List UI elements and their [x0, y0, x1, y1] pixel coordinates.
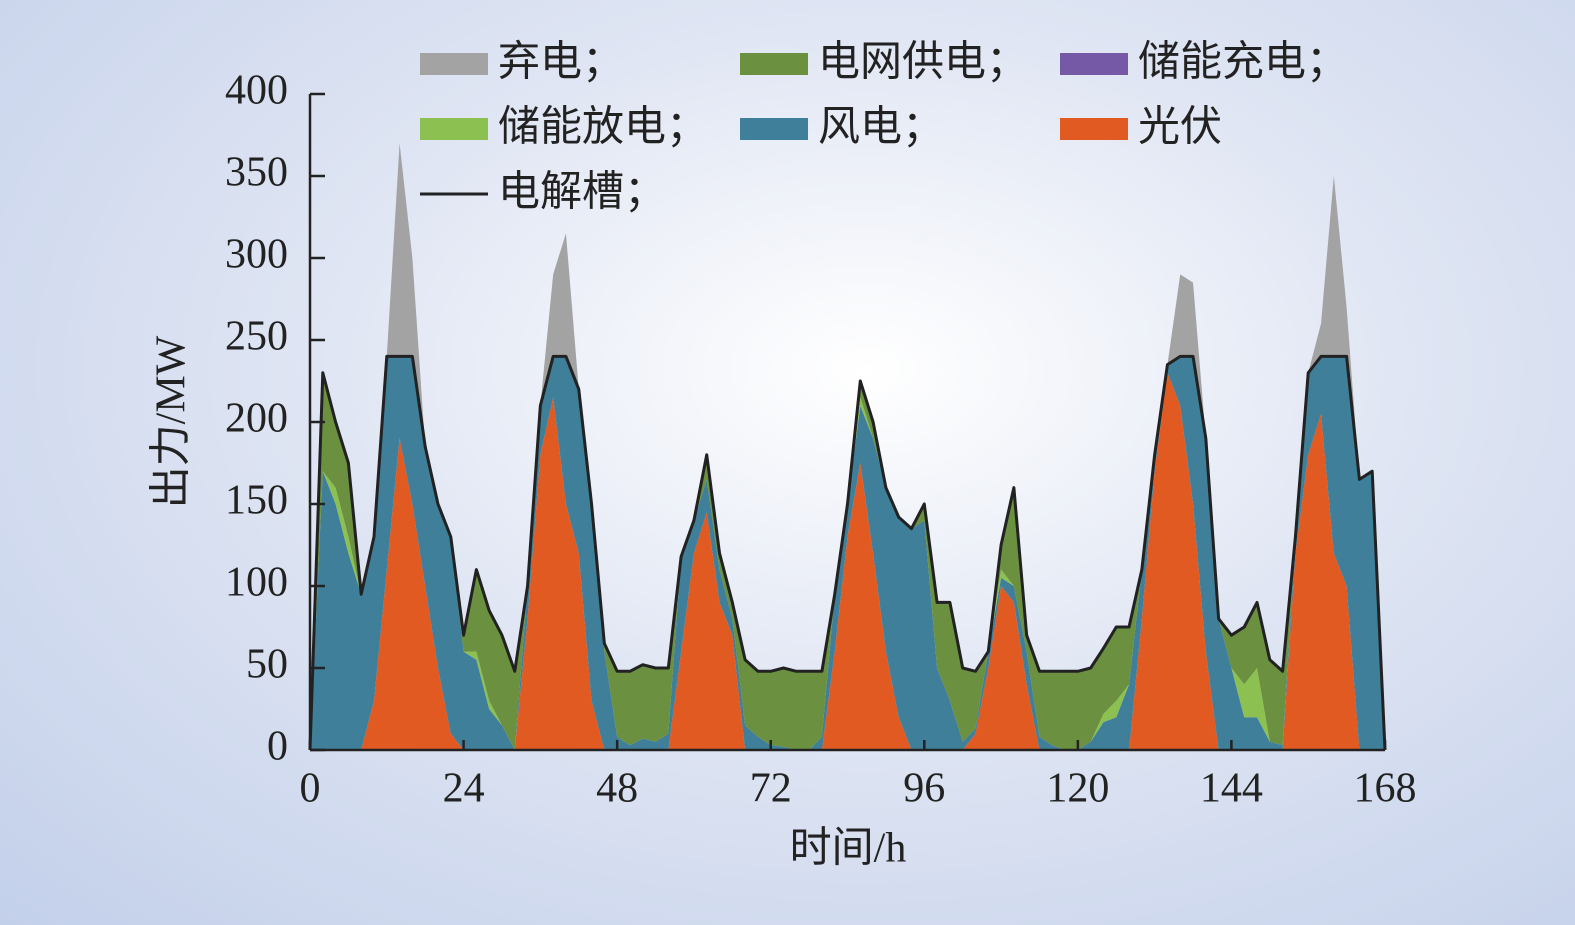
- y-tick-label: 150: [225, 478, 288, 524]
- legend-label: 储能放电；: [498, 105, 708, 151]
- x-tick-label: 96: [903, 766, 945, 812]
- y-tick-label: 50: [246, 642, 288, 688]
- y-tick-label: 300: [225, 232, 288, 278]
- x-tick-label: 120: [1046, 766, 1109, 812]
- legend-label: 电网供电；: [818, 40, 1028, 86]
- line: [308, 354, 1387, 751]
- legend-swatch: [740, 118, 808, 140]
- x-tick-label: 48: [596, 766, 638, 812]
- y-tick-label: 250: [225, 314, 288, 360]
- x-tick-label: 72: [750, 766, 792, 812]
- y-tick-label: 350: [225, 150, 288, 196]
- legend-swatch: [420, 118, 488, 140]
- x-tick-label: 0: [300, 766, 321, 812]
- area: [310, 372, 1385, 750]
- legend-swatch: [1060, 53, 1128, 75]
- legend-swatch: [420, 53, 488, 75]
- legend-label: 光伏: [1138, 105, 1222, 151]
- legend-label: 风电；: [818, 105, 944, 151]
- x-tick-label: 144: [1200, 766, 1263, 812]
- plot-area: [308, 143, 1387, 751]
- legend-swatch: [1060, 118, 1128, 140]
- area: [310, 356, 1385, 750]
- x-tick-label: 24: [443, 766, 485, 812]
- y-tick-label: 0: [267, 724, 288, 770]
- legend-label: 储能充电；: [1138, 40, 1348, 86]
- y-tick-label: 200: [225, 396, 288, 442]
- legend-label: 电解槽；: [498, 170, 666, 216]
- legend-label: 弃电；: [498, 39, 624, 86]
- y-tick-label: 100: [225, 560, 288, 606]
- x-tick-label: 168: [1354, 766, 1417, 812]
- area: [310, 356, 1385, 750]
- y-axis-label: 出力/MW: [149, 335, 195, 508]
- y-tick-label: 400: [225, 68, 288, 114]
- x-axis-label: 时间/h: [790, 826, 907, 872]
- legend-swatch: [740, 53, 808, 75]
